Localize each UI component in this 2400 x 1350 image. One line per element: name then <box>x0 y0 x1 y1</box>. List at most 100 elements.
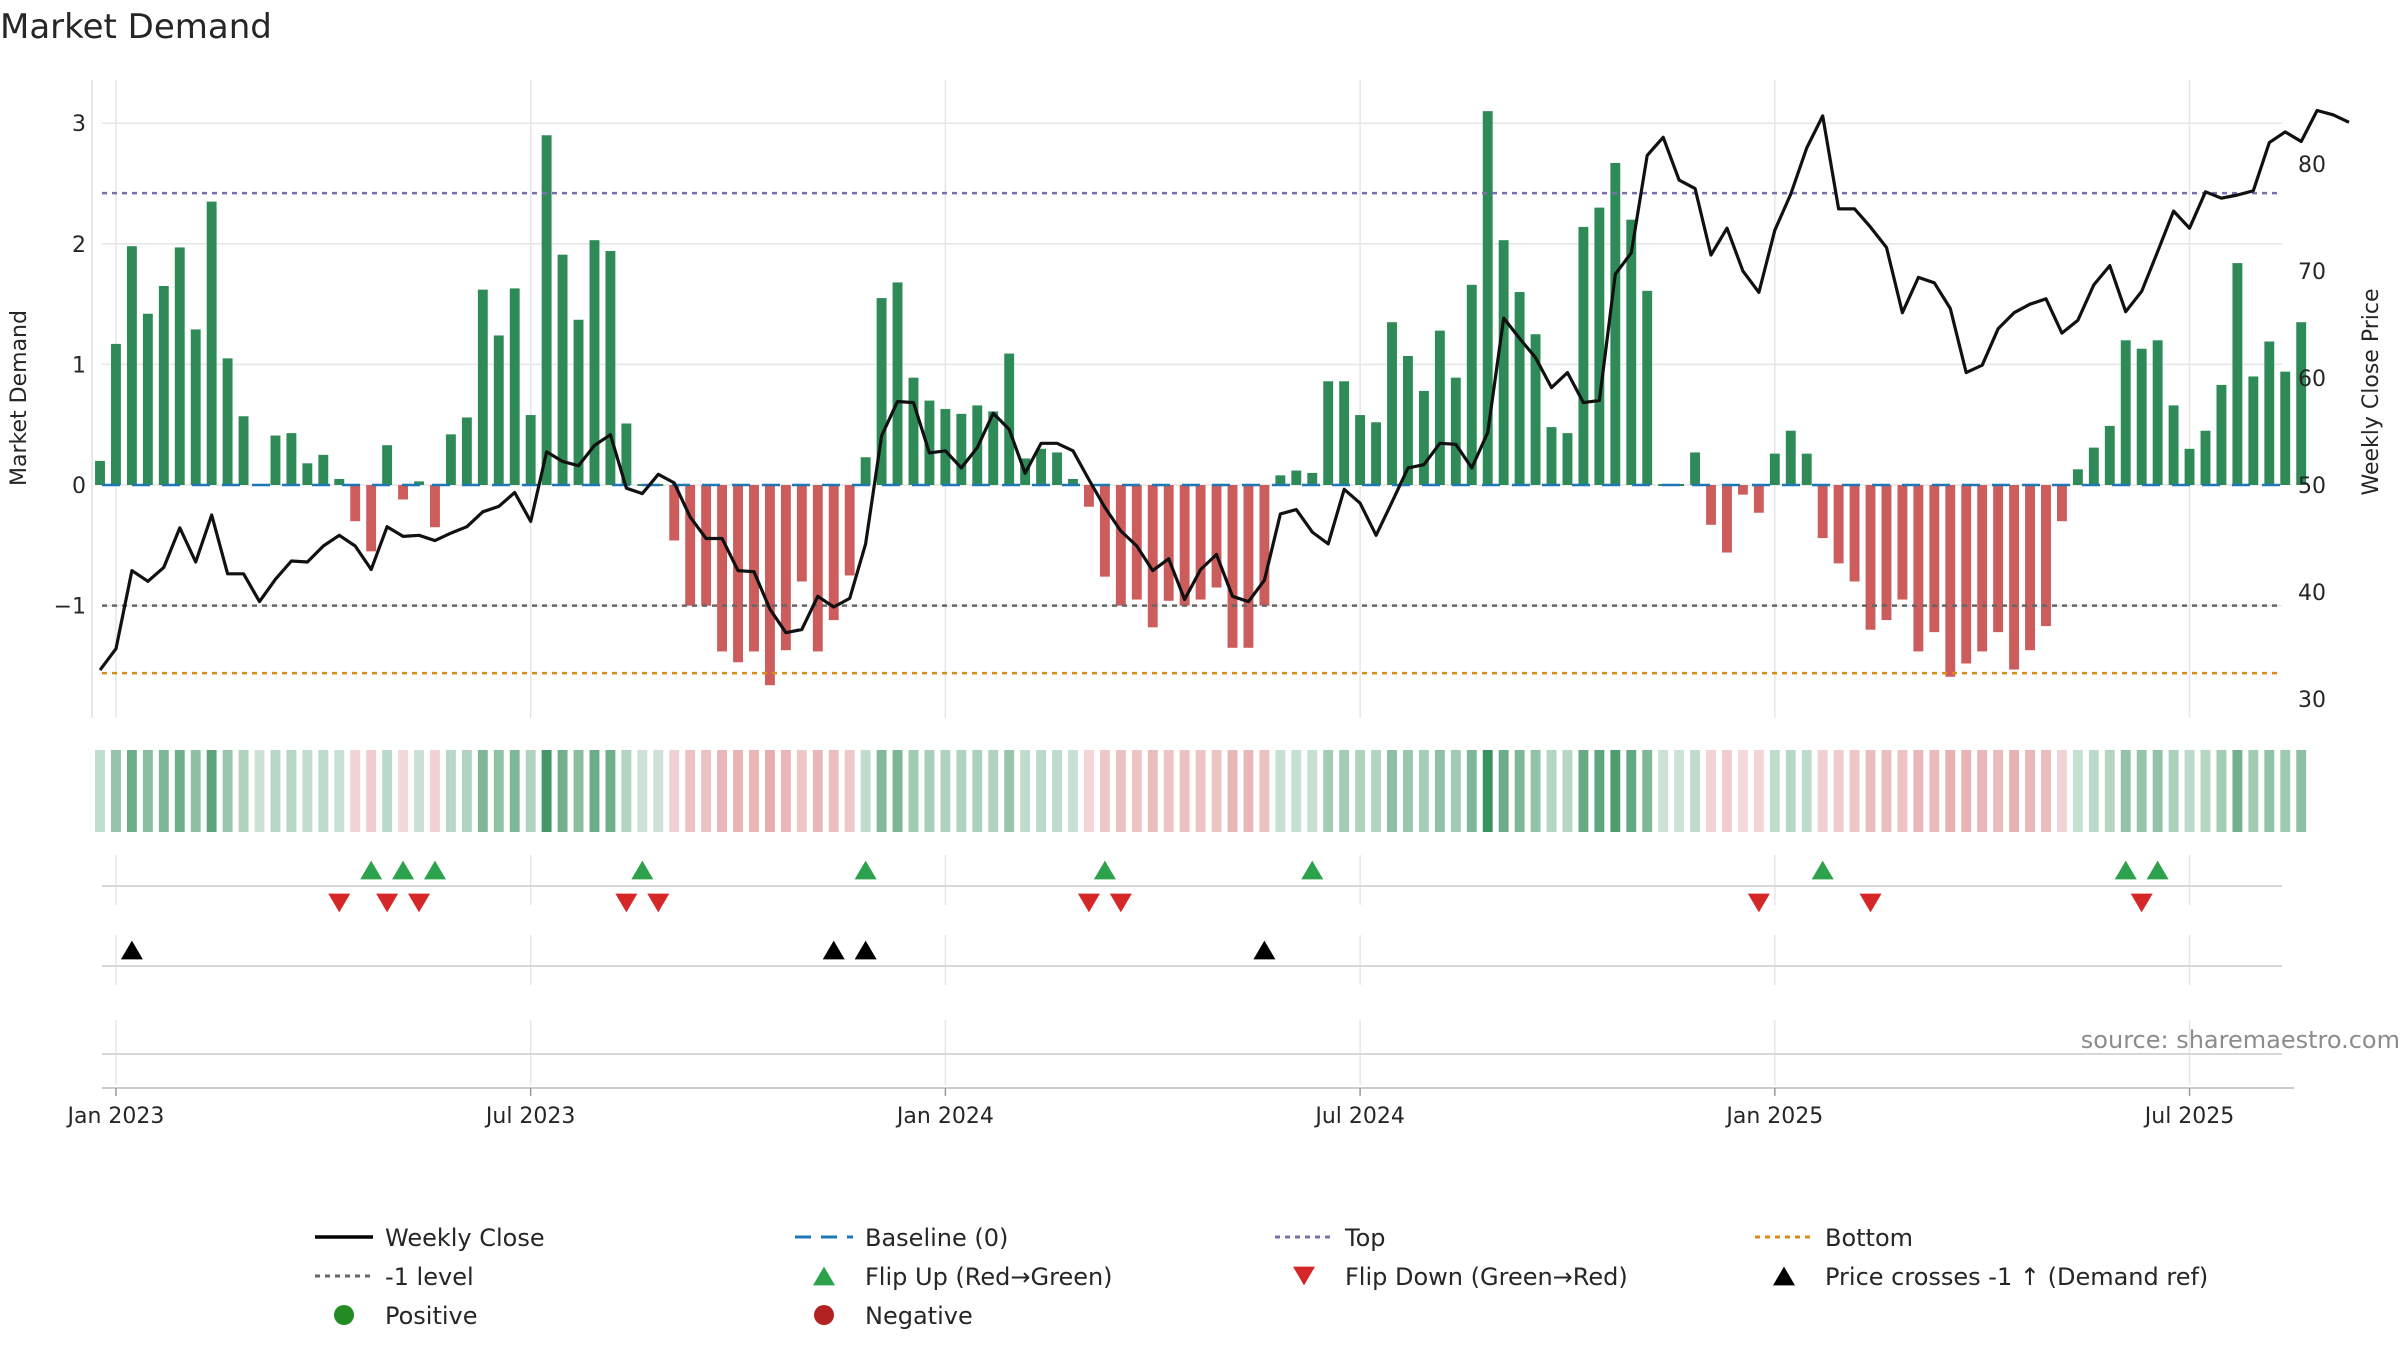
demand-bar <box>1737 485 1748 495</box>
heat-strip-cell <box>461 750 472 832</box>
flip-down-marker <box>328 893 351 913</box>
demand-bar <box>812 485 823 652</box>
legend-item: Price crosses -1 ↑ (Demand ref) <box>1773 1263 2208 1291</box>
demand-bar <box>2232 263 2243 485</box>
heat-strip-cell <box>1658 750 1669 832</box>
heat-strip-cell <box>1195 750 1206 832</box>
demand-bar <box>2104 425 2115 485</box>
heat-strip-cell <box>1339 750 1350 832</box>
demand-bar <box>828 485 839 621</box>
legend-label: Baseline (0) <box>865 1224 1008 1252</box>
legend-item: Weekly Close <box>315 1224 545 1252</box>
demand-bar <box>701 485 712 606</box>
legend-swatch-triangle-up <box>1773 1266 1795 1286</box>
heat-strip-cell <box>764 750 775 832</box>
heat-strip-cell <box>111 750 121 832</box>
heat-strip-cell <box>2280 750 2291 832</box>
heat-strip-cell <box>1674 750 1685 832</box>
demand-bar <box>605 251 616 485</box>
heat-strip-cell <box>142 750 153 832</box>
legend: Weekly Close Baseline (0) Top Bottom -1 leve… <box>315 1224 2208 1330</box>
demand-bar <box>1897 485 1908 600</box>
signal-markers: source: sharemaestro.com <box>102 860 2400 1055</box>
heat-strip-cell <box>780 750 791 832</box>
heat-strip-cell <box>1498 750 1509 832</box>
demand-bar <box>685 485 696 606</box>
heat-strip-cell <box>398 750 409 832</box>
heat-strip-cell <box>2216 750 2227 832</box>
heat-strip-cell <box>1307 750 1318 832</box>
heat-strip-cell <box>1004 750 1015 832</box>
left-tick-label: 0 <box>72 474 86 499</box>
right-tick-label: 70 <box>2298 260 2326 285</box>
heat-strip-cell <box>2072 750 2083 832</box>
x-tick-label: Jan 2023 <box>65 1104 164 1129</box>
demand-bar <box>1594 207 1605 485</box>
demand-bar <box>445 434 456 485</box>
demand-bar <box>956 413 967 485</box>
y-axis-label-right: Weekly Close Price <box>2359 289 2384 496</box>
demand-bar <box>286 433 297 485</box>
demand-bar <box>382 445 393 485</box>
heat-strip-cell <box>860 750 871 832</box>
flip-up-marker <box>2114 860 2137 880</box>
demand-bar <box>190 329 201 485</box>
demand-bar <box>1753 485 1764 513</box>
demand-bar <box>2152 340 2163 485</box>
heat-strip-cell <box>1418 750 1429 832</box>
demand-bar <box>764 485 775 686</box>
demand-bar <box>1004 353 1015 485</box>
heat-strip-cell <box>1722 750 1732 832</box>
heat-strip-cell <box>1466 750 1477 832</box>
demand-bar <box>414 481 424 485</box>
heat-strip-cell <box>1259 750 1270 832</box>
legend-item: Flip Up (Red→Green) <box>813 1263 1113 1291</box>
demand-bar <box>2120 340 2131 485</box>
heat-strip-cell <box>350 750 361 832</box>
flip-down-marker <box>1859 893 1882 913</box>
demand-bar <box>796 485 807 582</box>
flip-down-marker <box>408 893 431 913</box>
heat-strip-cell <box>1897 750 1908 832</box>
demand-bar <box>350 485 361 522</box>
demand-bar <box>493 335 504 485</box>
heat-strip-cell <box>1977 750 1988 832</box>
heat-strip-cell <box>876 750 887 832</box>
demand-bar <box>780 485 791 651</box>
heat-strip-cell <box>2025 750 2035 832</box>
demand-bar <box>1546 427 1557 485</box>
heat-strip-cell <box>286 750 297 832</box>
heat-strip-cell <box>605 750 616 832</box>
heat-strip-cell <box>366 750 377 832</box>
demand-bar <box>2041 485 2051 627</box>
demand-bar <box>509 288 520 485</box>
heat-strip-cell <box>2296 750 2307 832</box>
demand-bar <box>477 289 488 485</box>
heat-strip-cell <box>1387 750 1397 832</box>
demand-bar <box>1227 485 1238 648</box>
demand-bar <box>1243 485 1254 648</box>
heat-strip-cell <box>940 750 951 832</box>
demand-bar <box>1769 453 1780 485</box>
heat-strip-cell <box>717 750 728 832</box>
demand-bar <box>541 135 552 485</box>
left-tick-label: 3 <box>72 112 86 137</box>
legend-item: Flip Down (Green→Red) <box>1293 1263 1628 1291</box>
heat-strip-cell <box>1913 750 1924 832</box>
heat-strip-cell <box>1706 750 1716 832</box>
heat-strip-cell <box>2009 750 2020 832</box>
heat-strip-cell <box>1642 750 1653 832</box>
heat-strip-cell <box>701 750 712 832</box>
legend-item: Negative <box>814 1302 973 1330</box>
legend-item: -1 level <box>315 1263 474 1291</box>
heat-strip-cell <box>445 750 456 832</box>
heat-strip-cell <box>1546 750 1557 832</box>
x-tick-label: Jan 2025 <box>1724 1104 1823 1129</box>
heat-strip-cell <box>541 750 552 832</box>
demand-bar <box>1339 381 1350 485</box>
demand-bar <box>844 485 855 576</box>
heat-strip-cell <box>1801 750 1812 832</box>
heat-strip-cell <box>270 750 281 832</box>
demand-bar <box>749 485 759 652</box>
